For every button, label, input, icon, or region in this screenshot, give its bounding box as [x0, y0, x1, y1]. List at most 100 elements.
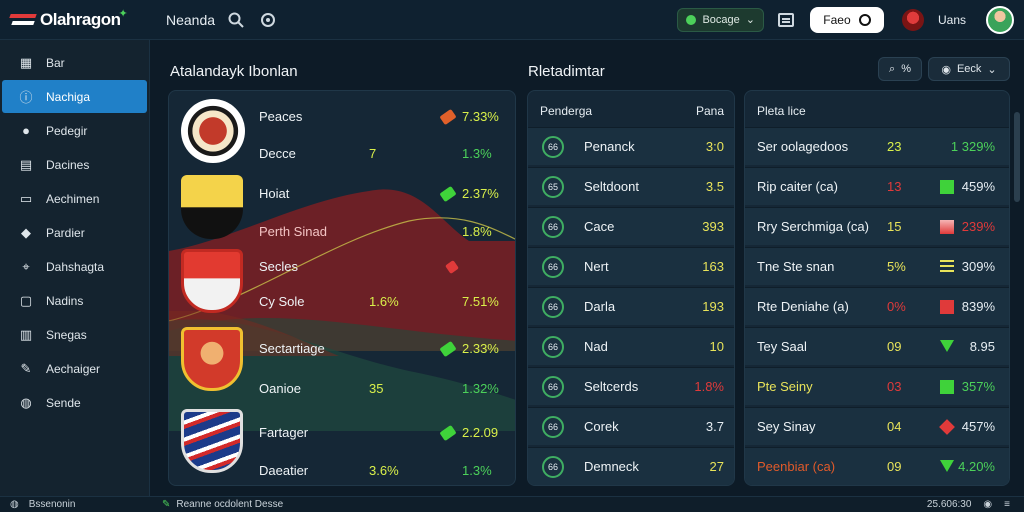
search-toggle[interactable]: ⌕ %: [878, 57, 922, 81]
circle-status-icon[interactable]: ◉: [983, 499, 993, 510]
globe-small-icon: ◍: [10, 499, 19, 510]
status-dot-icon: [686, 14, 697, 25]
list-item[interactable]: Daeatier 3.6% 1.3%: [169, 453, 515, 485]
rank-badge: 66: [542, 336, 564, 358]
status-dropdown[interactable]: Bocage ⌄: [677, 7, 764, 32]
table-row[interactable]: Rry Serchmiga (ca) 15 239%: [745, 207, 1009, 245]
row-score: 27: [709, 459, 724, 474]
sidebar-item-aechimen[interactable]: ▭ Aechimen: [2, 182, 147, 215]
list-item[interactable]: Sectartiage 2.33%: [169, 331, 515, 369]
sidebar-item-dahshagta[interactable]: ⌖ Dahshagta: [2, 250, 147, 283]
settings-icon[interactable]: [257, 9, 279, 31]
sidebar-item-pedegir[interactable]: ● Pedegir: [2, 114, 147, 147]
row-count: 0%: [887, 299, 906, 314]
row-value: 7.51%: [462, 294, 499, 309]
row-name: Seltdoont: [584, 179, 639, 194]
rank-badge: 66: [542, 376, 564, 398]
table-row[interactable]: 66 Cace 393: [528, 207, 734, 245]
row-count: 13: [887, 179, 902, 194]
row-name: Rip caiter (ca): [757, 179, 838, 194]
trend-up-icon: [439, 108, 457, 126]
tag-icon: ◆: [21, 224, 31, 240]
green-square-icon: [940, 180, 954, 194]
table-row[interactable]: Tne Ste snan 5% 309%: [745, 247, 1009, 285]
row-label: Sectartiage: [259, 341, 325, 356]
table-row[interactable]: Pte Seiny 03 357%: [745, 367, 1009, 405]
table-row[interactable]: 66 Nad 10: [528, 327, 734, 365]
row-count: 15: [887, 219, 902, 234]
sidebar-item-pardier[interactable]: ◆ Pardier: [2, 216, 147, 249]
sidebar-item-snegas[interactable]: ▥ Snegas: [2, 318, 147, 351]
user-avatar[interactable]: [986, 5, 1014, 34]
table-row[interactable]: Peenbiar (ca) 09 4.20%: [745, 447, 1009, 485]
row-count: 23: [887, 139, 902, 154]
sidebar-item-label: Nachiga: [46, 89, 91, 104]
row-name: Penanck: [584, 139, 635, 154]
rank-badge: 66: [542, 256, 564, 278]
list-item[interactable]: Secles: [169, 249, 515, 287]
row-percent: 4.20%: [958, 459, 995, 474]
sidebar-item-nachiga[interactable]: ⓘ Nachiga: [2, 80, 147, 113]
status-right-text: 25.606:30: [926, 499, 972, 510]
table-row[interactable]: 66 Darla 193: [528, 287, 734, 325]
sidebar-item-nadins[interactable]: ▢ Nadins: [2, 284, 147, 317]
table-row[interactable]: Tey Saal 09 8.95: [745, 327, 1009, 365]
row-percent: 839%: [961, 299, 995, 314]
column-header-left: Penderga: [540, 104, 593, 118]
table-row[interactable]: Rte Deniahe (a) 0% 839%: [745, 287, 1009, 325]
table-row[interactable]: 65 Seltdoont 3.5: [528, 167, 734, 205]
table-row[interactable]: Rip caiter (ca) 13 459%: [745, 167, 1009, 205]
table-row[interactable]: 66 Demneck 27: [528, 447, 734, 485]
table-row[interactable]: 66 Seltcerds 1.8%: [528, 367, 734, 405]
monitor-icon: ▢: [19, 292, 33, 308]
row-name: Pte Seiny: [757, 379, 813, 394]
filter-dropdown[interactable]: ◉ Eeck ⌄: [928, 57, 1010, 81]
nav-title[interactable]: Neanda: [166, 11, 216, 28]
list-item[interactable]: Hoiat 2.37%: [169, 176, 515, 214]
team-avatar[interactable]: [901, 8, 924, 31]
row-percent: 459%: [961, 179, 995, 194]
left-panel: Peaces 7.33% Decce 7 1.3% Hoiat 2.37% Pe…: [168, 90, 516, 486]
row-label: Perth Sinad: [259, 224, 327, 239]
sidebar: ▦ Bar ⓘ Nachiga ● Pedegir ▤ Dacines ▭ Ae…: [0, 40, 150, 496]
scrollbar[interactable]: [1014, 112, 1020, 202]
sidebar-item-bar[interactable]: ▦ Bar: [2, 46, 147, 79]
logo-mark-icon: [10, 12, 36, 28]
sidebar-item-dacines[interactable]: ▤ Dacines: [2, 148, 147, 181]
row-label: Peaces: [259, 109, 303, 124]
table-row[interactable]: 66 Corek 3.7: [528, 407, 734, 445]
row-label: Hoiat: [259, 186, 290, 201]
menu-icon[interactable]: ≡: [1004, 499, 1010, 510]
user-name[interactable]: Uans: [937, 12, 966, 27]
right-header-label: Pleta lice: [757, 104, 806, 118]
table-row[interactable]: 66 Penanck 3:0: [528, 127, 734, 165]
sidebar-item-aechaiger[interactable]: ✎ Aechaiger: [2, 352, 147, 385]
list-item[interactable]: Perth Sinad 1.8%: [169, 214, 515, 252]
bars-icon: [940, 260, 954, 274]
row-name: Darla: [584, 299, 616, 314]
table-row[interactable]: Ser oolagedoos 23 1 329%: [745, 127, 1009, 165]
list-item[interactable]: Cy Sole 1.6% 7.51%: [169, 284, 515, 322]
list-item[interactable]: Peaces 7.33%: [169, 99, 515, 137]
search-icon[interactable]: [225, 9, 247, 31]
list-item[interactable]: Oanioe 35 1.32%: [169, 371, 515, 409]
pen-icon: ✎: [20, 360, 32, 376]
row-value: 7.33%: [462, 109, 499, 124]
column-header-right: Pana: [695, 104, 724, 118]
row-percent: 457%: [961, 419, 995, 434]
list-icon[interactable]: [777, 12, 794, 27]
table-row[interactable]: Sey Sinay 04 457%: [745, 407, 1009, 445]
sidebar-item-label: Sende: [46, 395, 81, 410]
sidebar-item-sende[interactable]: ◍ Sende: [2, 386, 147, 419]
row-value: 2.33%: [462, 341, 499, 356]
row-mid-value: 35: [369, 381, 384, 396]
app-logo[interactable]: Olahragon ✦: [0, 0, 150, 40]
row-value: 1.8%: [462, 224, 492, 239]
list-item[interactable]: Decce 7 1.3%: [169, 136, 515, 174]
list-item[interactable]: Fartager 2.2.09: [169, 415, 515, 453]
primary-button[interactable]: Faeo: [809, 6, 884, 33]
leaf-icon: ✦: [118, 8, 128, 20]
table-row[interactable]: 66 Nert 163: [528, 247, 734, 285]
row-name: Rte Deniahe (a): [757, 299, 849, 314]
row-score: 10: [709, 339, 724, 354]
